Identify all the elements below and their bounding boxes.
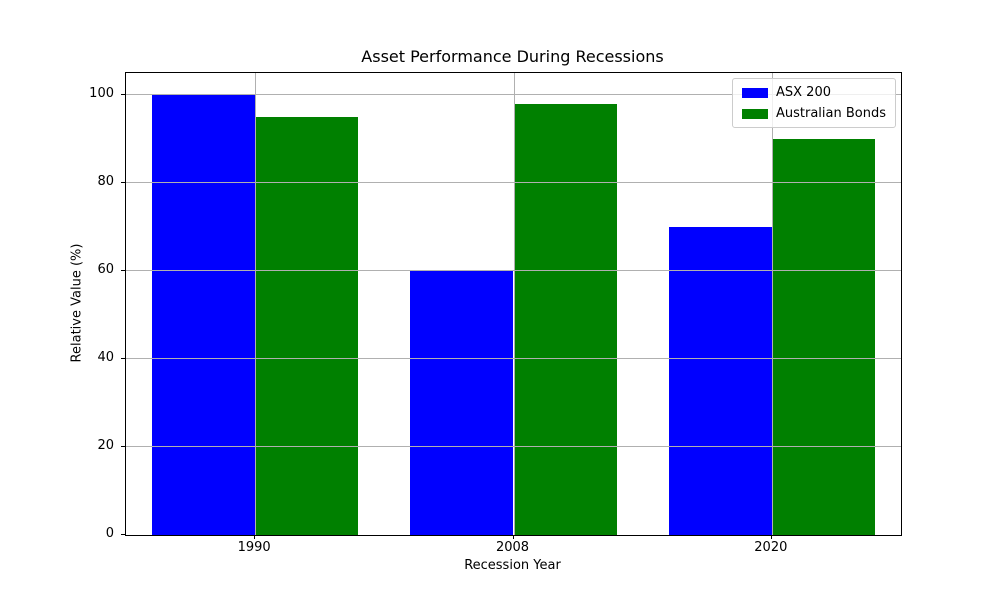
bar-australian-bonds-2020	[771, 139, 876, 535]
legend-swatch-australian-bonds	[741, 108, 768, 119]
xtick-label-1990: 1990	[237, 540, 271, 555]
ytick-mark-20	[121, 446, 125, 447]
xtick-label-2020: 2020	[754, 540, 788, 555]
ytick-label-100: 100	[89, 86, 114, 101]
xtick-label-2008: 2008	[495, 540, 530, 555]
ytick-mark-60	[121, 270, 125, 271]
gridline-x-1990	[255, 73, 257, 535]
gridline-x-2008	[513, 73, 515, 535]
ytick-mark-40	[121, 358, 125, 359]
gridline-x-2020	[771, 73, 773, 535]
plot-area: ASX 200 Australian Bonds	[125, 72, 902, 536]
bar-australian-bonds-2008	[513, 103, 617, 535]
bar-asx-200-1990	[151, 95, 256, 535]
ytick-mark-80	[121, 182, 125, 183]
xtick-mark-2020	[770, 535, 772, 539]
x-axis-label: Recession Year	[464, 558, 561, 573]
y-axis-label: Relative Value (%)	[69, 243, 85, 363]
bar-asx-200-2008	[410, 271, 514, 535]
ytick-label-20: 20	[97, 438, 114, 453]
xtick-mark-2008	[512, 535, 514, 539]
ytick-label-40: 40	[97, 350, 114, 365]
legend: ASX 200 Australian Bonds	[731, 78, 896, 128]
ytick-label-80: 80	[97, 174, 114, 189]
xtick-mark-1990	[254, 535, 256, 539]
chart-title: Asset Performance During Recessions	[361, 47, 664, 66]
ytick-mark-100	[121, 94, 125, 95]
legend-label: Australian Bonds	[775, 106, 886, 121]
bar-asx-200-2020	[668, 227, 772, 535]
ytick-label-60: 60	[97, 262, 114, 277]
ytick-mark-0	[121, 534, 125, 535]
ytick-label-0: 0	[105, 526, 114, 541]
legend-swatch-asx-200	[741, 87, 768, 98]
legend-label: ASX 200	[775, 85, 831, 100]
legend-item-australian-bonds: Australian Bonds	[741, 106, 886, 121]
legend-item-asx-200: ASX 200	[741, 85, 886, 100]
bar-australian-bonds-1990	[255, 117, 359, 535]
